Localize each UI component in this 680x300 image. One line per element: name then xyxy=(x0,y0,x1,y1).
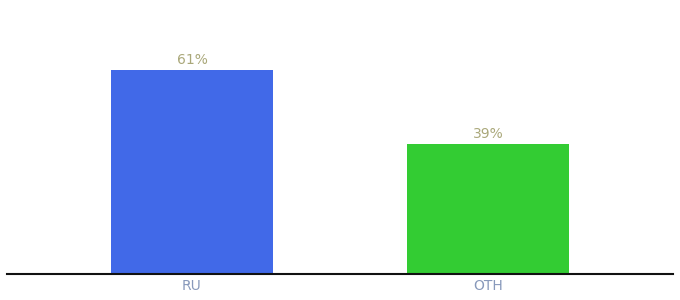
Text: 39%: 39% xyxy=(473,127,503,141)
Text: 61%: 61% xyxy=(177,53,207,67)
Bar xyxy=(111,70,273,274)
Bar xyxy=(407,144,569,274)
